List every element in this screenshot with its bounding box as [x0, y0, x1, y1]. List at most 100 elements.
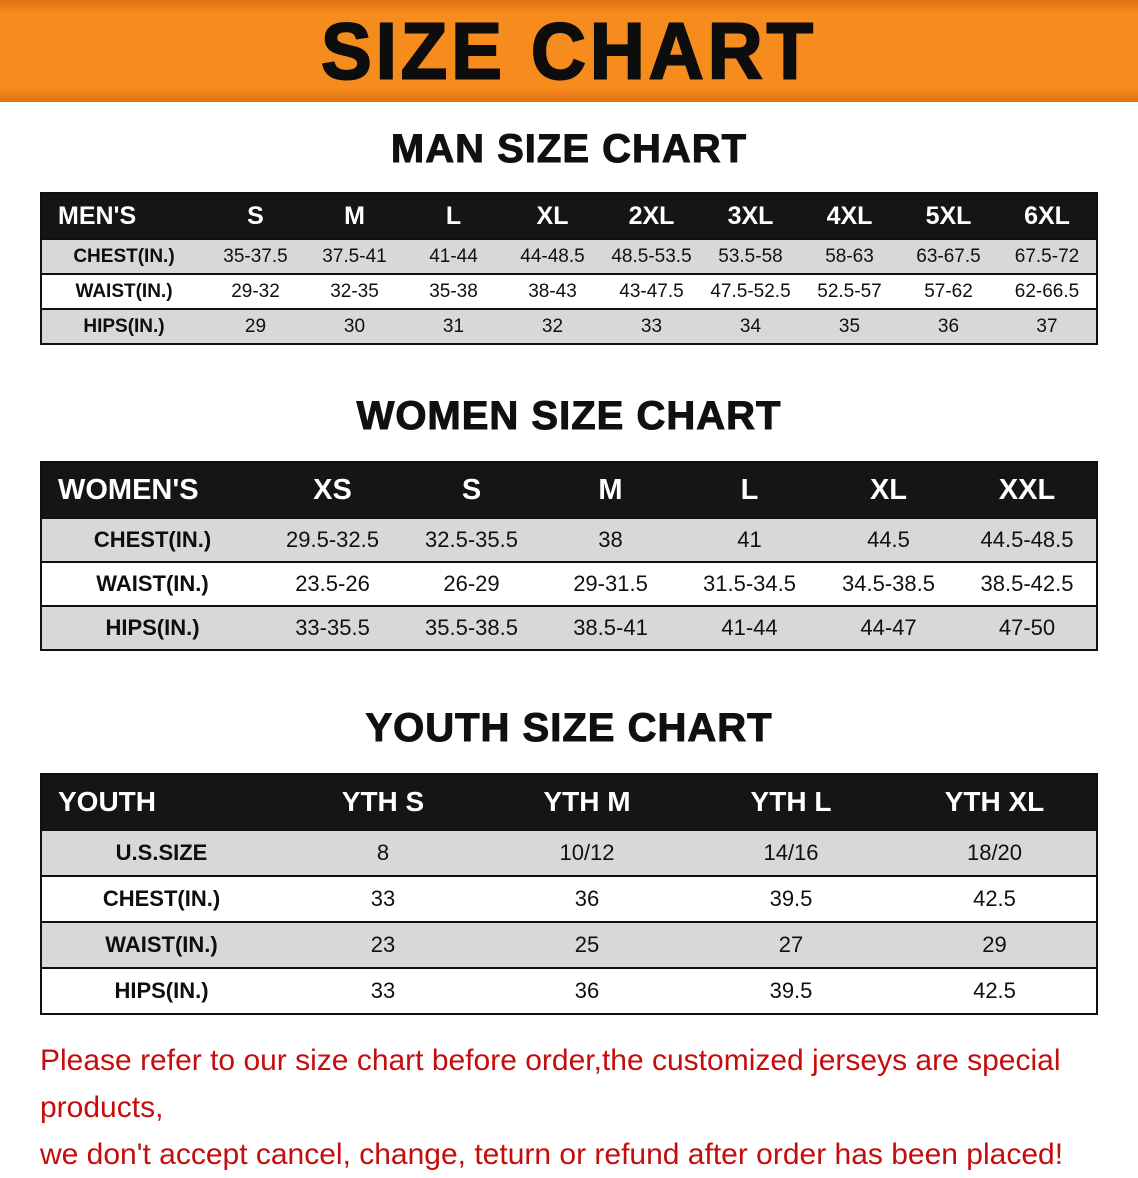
table-header-row: WOMEN'S XS S M L XL XXL: [41, 462, 1097, 518]
value-cell: 31: [442, 315, 465, 337]
table-row: HIPS(IN.) 33-35.5 35.5-38.5 38.5-41 41-44 44-…: [41, 606, 1097, 650]
disclaimer-line-1: Please refer to our size chart before or…: [40, 1044, 1061, 1124]
value-cell: 27: [778, 932, 804, 957]
row-label-cell: WAIST(IN.): [105, 932, 218, 957]
value-cell: 44.5-48.5: [980, 527, 1074, 552]
value-cell: 36: [574, 886, 600, 911]
disclaimer-text: Please refer to our size chart before or…: [0, 1037, 1138, 1178]
size-header-cell: XS: [263, 462, 402, 518]
table-row: WAIST(IN.) 23 25 27 29: [41, 922, 1097, 968]
value-cell: 38-43: [528, 280, 577, 302]
table-row: WAIST(IN.) 29-32 32-35 35-38 38-43 43-47.5 47.…: [41, 274, 1097, 309]
value-cell: 32-35: [330, 280, 379, 302]
value-cell: 29.5-32.5: [286, 527, 379, 552]
women-size-chart-heading: WOMEN SIZE CHART: [356, 394, 782, 439]
table-row: CHEST(IN.) 29.5-32.5 32.5-35.5 38 41 44.5 44.5…: [41, 518, 1097, 562]
value-cell: 41-44: [721, 615, 778, 640]
value-cell: 29-31.5: [573, 571, 648, 596]
value-cell: 39.5: [769, 886, 813, 911]
value-cell: 48.5-53.5: [611, 245, 692, 267]
value-cell: 38.5-41: [573, 615, 648, 640]
value-cell: 33: [640, 315, 663, 337]
value-cell: 42.5: [973, 886, 1016, 911]
size-header-cell: 4XL: [800, 193, 899, 239]
row-label-cell: WAIST(IN.): [75, 280, 173, 302]
size-chart-title: SIZE CHART: [320, 5, 817, 96]
value-cell: 34.5-38.5: [842, 571, 935, 596]
row-label-cell: CHEST(IN.): [102, 886, 221, 911]
row-label-cell: U.S.SIZE: [115, 840, 208, 865]
size-header-cell: YTH L: [689, 774, 893, 830]
value-cell: 41: [737, 527, 762, 552]
table-title-cell: MEN'S: [41, 193, 206, 239]
value-cell: 35-37.5: [223, 245, 288, 267]
value-cell: 29: [982, 932, 1007, 957]
value-cell: 29: [244, 315, 267, 337]
size-chart-banner: SIZE CHART: [0, 0, 1138, 102]
table-row: U.S.SIZE 8 10/12 14/16 18/20: [41, 830, 1097, 876]
value-cell: 29-32: [231, 280, 280, 302]
size-header-cell: L: [404, 193, 503, 239]
table-row: HIPS(IN.) 33 36 39.5 42.5: [41, 968, 1097, 1014]
size-header-cell: XXL: [958, 462, 1097, 518]
size-header-cell: S: [402, 462, 541, 518]
table-row: CHEST(IN.) 35-37.5 37.5-41 41-44 44-48.5 48.5…: [41, 239, 1097, 274]
value-cell: 38: [598, 527, 623, 552]
row-label-cell: HIPS(IN.): [83, 315, 165, 337]
value-cell: 33-35.5: [295, 615, 370, 640]
value-cell: 31.5-34.5: [703, 571, 796, 596]
value-cell: 44-48.5: [520, 245, 585, 267]
value-cell: 58-63: [825, 245, 874, 267]
value-cell: 62-66.5: [1014, 280, 1080, 302]
disclaimer-line-2: we don't accept cancel, change, teturn o…: [40, 1138, 1064, 1171]
value-cell: 43-47.5: [619, 280, 684, 302]
value-cell: 33: [370, 978, 396, 1003]
value-cell: 25: [574, 932, 600, 957]
value-cell: 26-29: [443, 571, 500, 596]
value-cell: 35: [838, 315, 861, 337]
value-cell: 33: [370, 886, 396, 911]
man-size-chart-heading: MAN SIZE CHART: [390, 127, 748, 172]
row-label-cell: WAIST(IN.): [96, 571, 209, 596]
value-cell: 8: [376, 840, 390, 865]
value-cell: 41-44: [429, 245, 478, 267]
table-row: HIPS(IN.) 29 30 31 32 33 34 35 36 37: [41, 309, 1097, 344]
row-label-cell: CHEST(IN.): [93, 527, 212, 552]
row-label-cell: HIPS(IN.): [105, 615, 200, 640]
value-cell: 38.5-42.5: [980, 571, 1074, 596]
value-cell: 36: [574, 978, 600, 1003]
value-cell: 52.5-57: [817, 280, 882, 302]
value-cell: 47-50: [998, 615, 1056, 640]
size-header-cell: 5XL: [899, 193, 998, 239]
size-header-cell: XL: [503, 193, 602, 239]
value-cell: 67.5-72: [1014, 245, 1080, 267]
value-cell: 44.5: [867, 527, 910, 552]
size-header-cell: XL: [819, 462, 958, 518]
value-cell: 47.5-52.5: [710, 280, 791, 302]
row-label-cell: HIPS(IN.): [114, 978, 209, 1003]
value-cell: 36: [937, 315, 960, 337]
size-header-cell: YTH S: [281, 774, 485, 830]
value-cell: 63-67.5: [916, 245, 981, 267]
value-cell: 37.5-41: [322, 245, 387, 267]
value-cell: 37: [1036, 315, 1058, 337]
youth-size-chart-heading: YOUTH SIZE CHART: [365, 706, 773, 751]
value-cell: 23: [370, 932, 396, 957]
value-cell: 30: [343, 315, 366, 337]
value-cell: 18/20: [966, 840, 1023, 865]
value-cell: 23.5-26: [295, 571, 370, 596]
value-cell: 44-47: [860, 615, 917, 640]
size-header-cell: M: [305, 193, 404, 239]
table-header-row: MEN'S S M L XL 2XL 3XL 4XL 5XL 6XL: [41, 193, 1097, 239]
size-header-cell: YTH XL: [893, 774, 1097, 830]
size-header-cell: M: [541, 462, 680, 518]
size-header-cell: 6XL: [998, 193, 1097, 239]
row-label-cell: CHEST(IN.): [73, 245, 175, 267]
table-row: WAIST(IN.) 23.5-26 26-29 29-31.5 31.5-34.5 34…: [41, 562, 1097, 606]
table-title-cell: YOUTH: [41, 774, 281, 830]
size-header-cell: YTH M: [485, 774, 689, 830]
men-size-table: MEN'S S M L XL 2XL 3XL 4XL 5XL 6XL CHEST(IN.) 35-37…: [40, 192, 1098, 345]
women-size-table: WOMEN'S XS S M L XL XXL CHEST(IN.) 29.5-32.5 32.5…: [40, 461, 1098, 651]
youth-size-table: YOUTH YTH S YTH M YTH L YTH XL U.S.SIZE 8 10/12…: [40, 773, 1098, 1015]
